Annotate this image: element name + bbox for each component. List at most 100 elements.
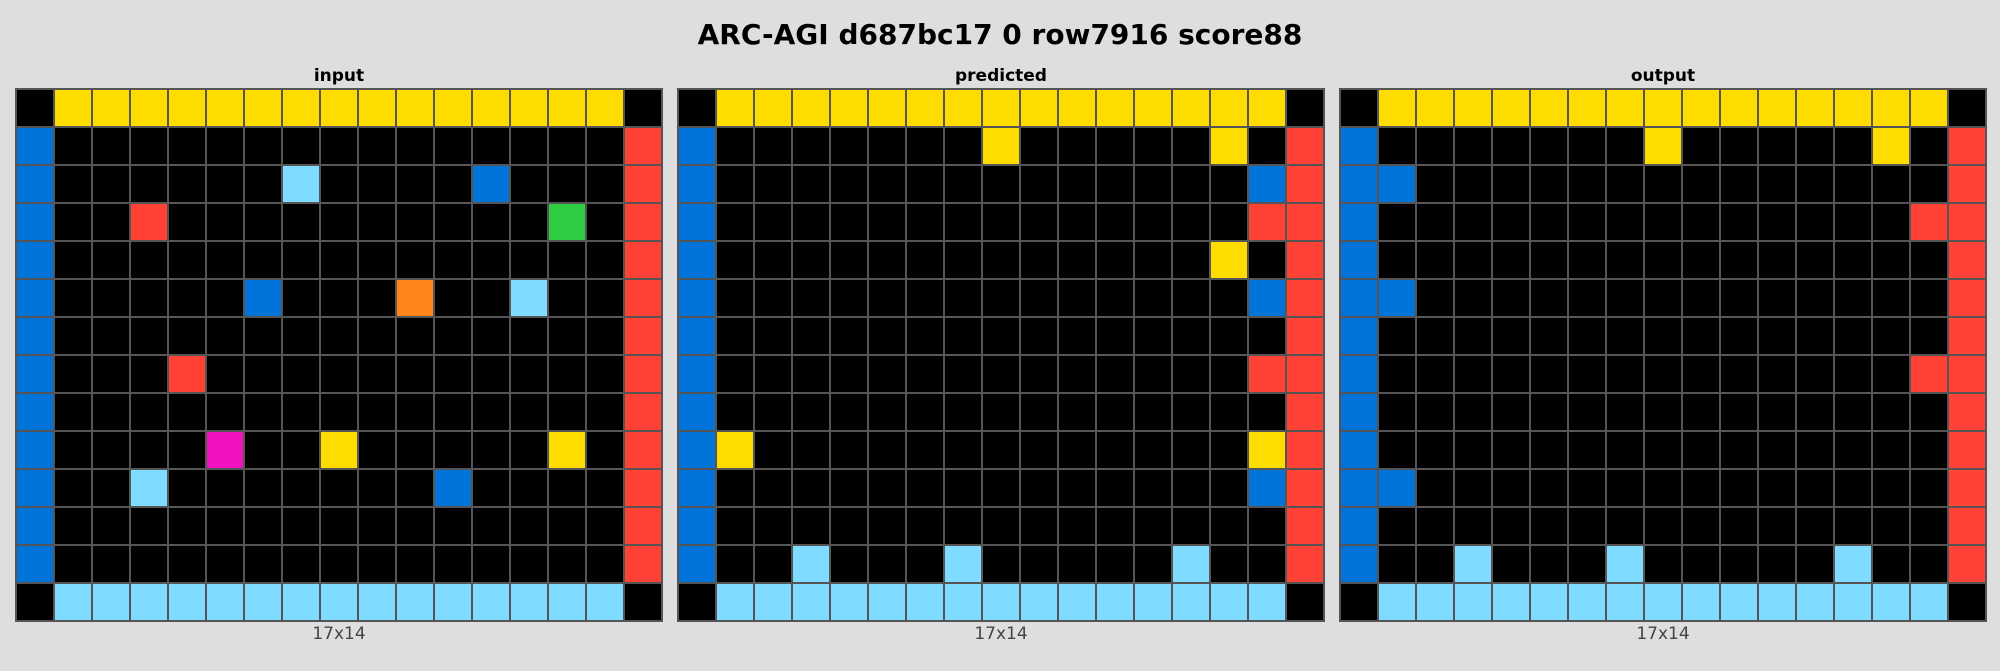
grid-cell	[1378, 583, 1416, 621]
grid-cell	[396, 165, 434, 203]
grid-cell	[358, 203, 396, 241]
grid-cell	[1248, 431, 1286, 469]
grid-cell	[168, 317, 206, 355]
grid-cell	[792, 431, 830, 469]
grid-cell	[1096, 507, 1134, 545]
grid-cell	[244, 393, 282, 431]
grid-cell	[1058, 393, 1096, 431]
grid-cell	[1834, 89, 1872, 127]
grid-cell	[1134, 127, 1172, 165]
grid-cell	[982, 469, 1020, 507]
grid-cell	[868, 545, 906, 583]
grid-cell	[548, 317, 586, 355]
grid-cell	[716, 279, 754, 317]
grid-cell	[982, 507, 1020, 545]
grid-cell	[1172, 317, 1210, 355]
grid-cell	[586, 355, 624, 393]
grid-cell	[92, 431, 130, 469]
grid-cell	[1248, 89, 1286, 127]
grid-cell	[282, 203, 320, 241]
grid-cell	[54, 355, 92, 393]
grid-cell	[320, 355, 358, 393]
panel-title-predicted: predicted	[955, 66, 1047, 86]
grid-cell	[1910, 545, 1948, 583]
panel-output: output 17x14	[1339, 64, 1987, 644]
grid-cell	[92, 393, 130, 431]
grid-cell	[1872, 317, 1910, 355]
grid-cell	[906, 355, 944, 393]
grid-cell	[1530, 241, 1568, 279]
grid-cell	[1910, 165, 1948, 203]
grid-cell	[830, 203, 868, 241]
grid-cell	[168, 89, 206, 127]
grid-cell	[1644, 431, 1682, 469]
grid-cell	[1530, 545, 1568, 583]
grid-cell	[358, 241, 396, 279]
grid-cell	[1796, 469, 1834, 507]
grid-cell	[396, 583, 434, 621]
grid-cell	[1682, 241, 1720, 279]
grid-cell	[16, 241, 54, 279]
grid-cell	[1720, 241, 1758, 279]
grid-cell	[1910, 127, 1948, 165]
grid-cell	[16, 355, 54, 393]
grid-cell	[282, 545, 320, 583]
grid-cell	[168, 545, 206, 583]
grid-cell	[868, 431, 906, 469]
grid-cell	[1096, 545, 1134, 583]
grid-cell	[1682, 393, 1720, 431]
grid-cell	[1210, 203, 1248, 241]
grid-cell	[1606, 203, 1644, 241]
grid-cell	[1340, 355, 1378, 393]
grid-cell	[1286, 545, 1324, 583]
grid-cell	[396, 203, 434, 241]
grid-cell	[396, 279, 434, 317]
grid-cell	[472, 241, 510, 279]
grid-cell	[830, 317, 868, 355]
grid-cell	[1416, 545, 1454, 583]
grid-cell	[1530, 431, 1568, 469]
grid-cell	[1172, 393, 1210, 431]
grid-cell	[1834, 317, 1872, 355]
grid-cell	[206, 279, 244, 317]
grid-cell	[1096, 583, 1134, 621]
grid-cell	[320, 583, 358, 621]
grid-cell	[1058, 127, 1096, 165]
grid-cell	[1720, 317, 1758, 355]
grid-cell	[434, 431, 472, 469]
grid-cell	[678, 203, 716, 241]
grid-cell	[906, 317, 944, 355]
grid-cell	[624, 279, 662, 317]
grid-cell	[1948, 127, 1986, 165]
grid-cell	[206, 355, 244, 393]
grid-cell	[472, 583, 510, 621]
grid-cell	[1720, 431, 1758, 469]
grid-cell	[1948, 583, 1986, 621]
grid-cell	[1416, 355, 1454, 393]
grid-cell	[1758, 431, 1796, 469]
grid-cell	[906, 469, 944, 507]
grid-cell	[130, 89, 168, 127]
grid-cell	[206, 431, 244, 469]
grid-cell	[1796, 507, 1834, 545]
grid-cell	[1340, 431, 1378, 469]
grid-cell	[1758, 355, 1796, 393]
grid-cell	[586, 127, 624, 165]
grid-cell	[1758, 507, 1796, 545]
grid-cell	[1834, 507, 1872, 545]
grid-cell	[1340, 203, 1378, 241]
grid-cell	[244, 317, 282, 355]
grid-cell	[1416, 317, 1454, 355]
grid-cell	[1248, 469, 1286, 507]
grid-cell	[1872, 545, 1910, 583]
grid-cell	[982, 279, 1020, 317]
grid-cell	[1492, 127, 1530, 165]
grid-cell	[472, 165, 510, 203]
grid-cell	[320, 431, 358, 469]
panel-title-output: output	[1630, 66, 1696, 86]
grid-cell	[1210, 469, 1248, 507]
grid-cell	[1416, 279, 1454, 317]
grid-cell	[1210, 507, 1248, 545]
grid-cell	[586, 241, 624, 279]
grid-cell	[586, 507, 624, 545]
